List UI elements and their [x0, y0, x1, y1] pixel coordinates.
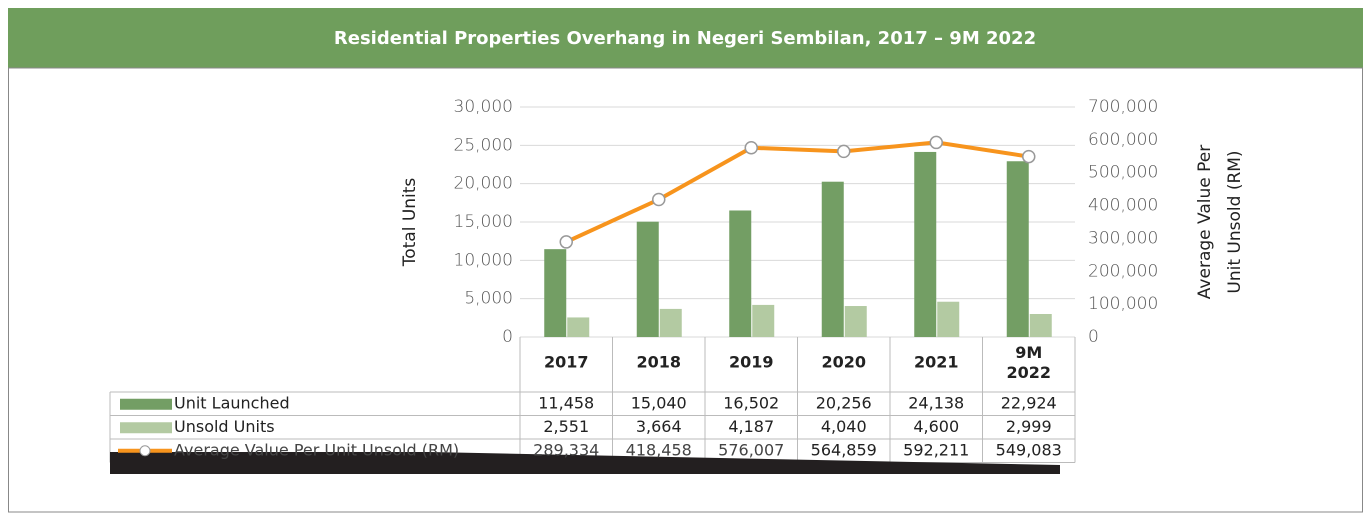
table-value: 15,040	[631, 393, 687, 412]
table-value: 2,551	[543, 417, 589, 436]
table-value: 4,040	[821, 417, 867, 436]
x-tick-label: 2019	[729, 353, 774, 372]
frame	[8, 67, 1363, 513]
bar	[544, 249, 567, 337]
table-value: 16,502	[723, 393, 779, 412]
y-tick-label: 15,000	[454, 212, 513, 232]
bar	[636, 221, 659, 337]
x-tick-label: 9M 2022	[1006, 343, 1051, 382]
y2-tick-label: 200,000	[1088, 261, 1158, 281]
legend-swatch	[120, 398, 172, 410]
table-value: 549,083	[996, 440, 1062, 459]
table-value: 24,138	[908, 393, 964, 412]
y-tick-label: 0	[502, 327, 513, 347]
bar	[729, 210, 752, 337]
table-value: 576,007	[718, 440, 784, 459]
y2-tick-label: 600,000	[1088, 130, 1158, 150]
table-value: 4,187	[728, 417, 774, 436]
bar	[567, 317, 590, 337]
line-marker	[929, 135, 943, 150]
line-marker	[559, 235, 573, 249]
table-value: 592,211	[903, 440, 969, 459]
table-value: 20,256	[816, 393, 872, 412]
bar	[659, 308, 682, 337]
y-tick-label: 10,000	[454, 250, 513, 270]
legend-label: Unsold Units	[174, 417, 275, 436]
chart-title: Residential Properties Overhang in Neger…	[334, 28, 1036, 49]
y-axis-title: Total Units	[400, 178, 420, 268]
bar	[914, 151, 937, 337]
bar	[844, 306, 867, 337]
y-tick-label: 25,000	[454, 135, 513, 155]
legend-label: Unit Launched	[174, 393, 290, 412]
table-value: 418,458	[626, 440, 692, 459]
legend-marker	[139, 445, 151, 457]
legend-label: Average Value Per Unit Unsold (RM)	[174, 440, 459, 459]
x-tick-label: 2017	[544, 353, 589, 372]
bar	[1006, 161, 1029, 337]
y2-tick-label: 0	[1088, 327, 1099, 347]
table-value: 11,458	[538, 393, 594, 412]
table-value: 3,664	[636, 417, 682, 436]
line-marker	[744, 140, 758, 155]
x-tick-label: 2021	[914, 353, 959, 372]
table-value: 22,924	[1001, 393, 1057, 412]
bar	[937, 301, 960, 337]
y2-tick-label: 500,000	[1088, 163, 1158, 183]
bar	[1029, 314, 1052, 337]
line-marker	[652, 192, 666, 207]
line-marker	[1022, 149, 1036, 164]
overlay-artifact	[110, 452, 1060, 474]
y2-tick-label: 700,000	[1088, 97, 1158, 117]
line	[565, 140, 1030, 244]
y-tick-label: 30,000	[454, 97, 513, 117]
bar	[821, 181, 844, 337]
y2-tick-label: 300,000	[1088, 228, 1158, 248]
table-value: 4,600	[913, 417, 959, 436]
x-tick-label: 2020	[821, 353, 866, 372]
table-value: 564,859	[811, 440, 877, 459]
x-tick-label: 2018	[636, 353, 681, 372]
bar	[752, 304, 775, 337]
legend-swatch	[120, 422, 172, 434]
line-marker	[837, 144, 851, 159]
y2-axis-title: Average Value Per Unit Unsold (RM)	[1195, 145, 1245, 299]
y2-tick-label: 100,000	[1088, 294, 1158, 314]
y-tick-label: 5,000	[464, 289, 513, 309]
y-tick-label: 20,000	[454, 174, 513, 194]
y2-tick-label: 400,000	[1088, 196, 1158, 216]
header	[8, 8, 1363, 68]
table-value: 289,334	[533, 440, 599, 459]
table-value: 2,999	[1006, 417, 1052, 436]
